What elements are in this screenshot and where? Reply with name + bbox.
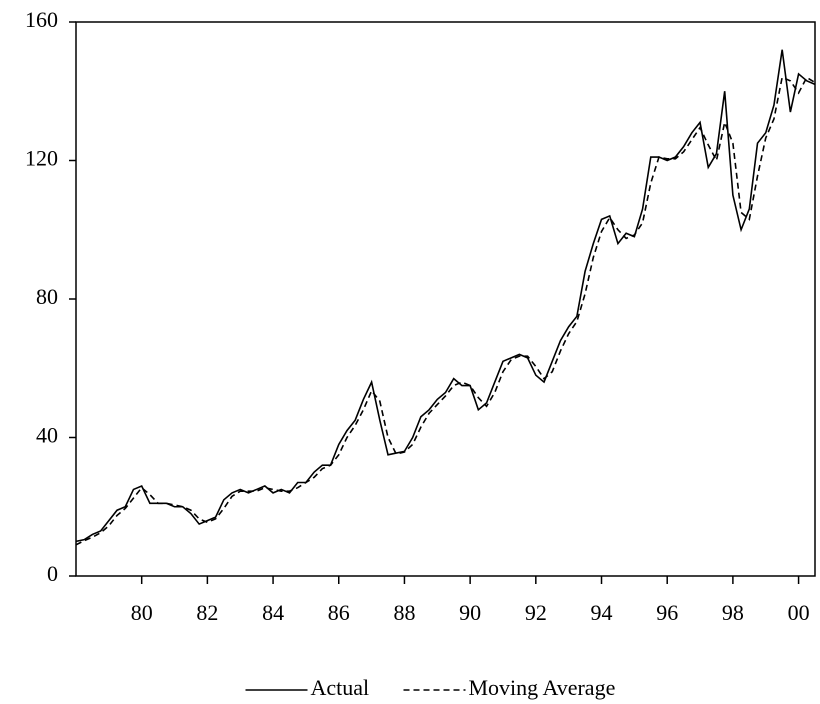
x-tick-label: 90 [459,600,481,625]
y-tick-label: 80 [36,284,58,309]
y-tick-label: 0 [47,561,58,586]
x-tick-label: 00 [788,600,810,625]
x-tick-label: 84 [262,600,284,625]
x-tick-label: 92 [525,600,547,625]
y-tick-label: 160 [25,7,58,32]
series-line [75,49,816,543]
x-tick-label: 98 [722,600,744,625]
x-tick-label: 88 [393,600,415,625]
x-tick-label: 82 [196,600,218,625]
y-tick-label: 120 [25,146,58,171]
y-tick-label: 40 [36,423,58,448]
x-tick-label: 96 [656,600,678,625]
series-line [75,76,816,546]
legend-label: Moving Average [469,675,616,700]
x-tick-label: 94 [591,600,613,625]
x-tick-label: 86 [328,600,350,625]
legend-label: Actual [311,675,370,700]
x-tick-label: 80 [131,600,153,625]
plot-frame [75,21,816,577]
